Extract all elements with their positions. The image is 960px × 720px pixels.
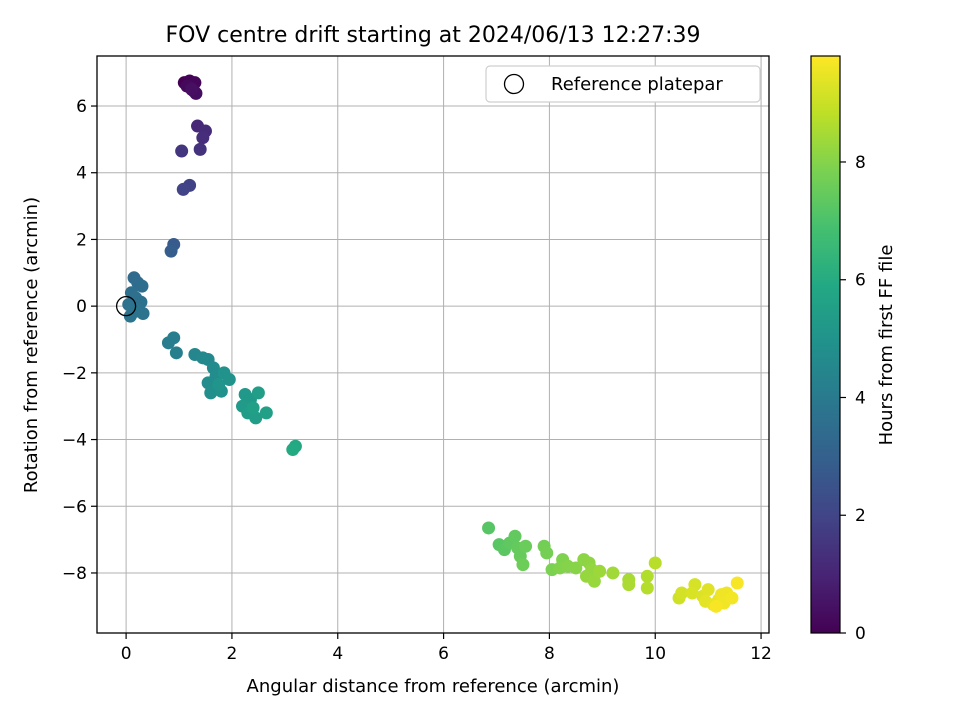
data-point — [519, 539, 533, 553]
y-tick-label: −6 — [62, 497, 87, 517]
y-tick-label: 0 — [76, 297, 87, 317]
reference-marker — [115, 295, 137, 317]
data-point — [286, 443, 300, 457]
y-tick-label: −4 — [62, 431, 87, 451]
colorbar-tick-label: 4 — [855, 388, 866, 408]
x-tick-label: 2 — [227, 644, 238, 664]
data-point — [685, 586, 699, 600]
legend-marker-circle-icon — [503, 73, 525, 95]
y-tick-label: 2 — [76, 230, 87, 250]
data-point — [593, 564, 607, 578]
y-tick-label: −8 — [62, 564, 87, 584]
data-point — [648, 556, 662, 570]
colorbar: 0 2 4 6 8 Hours from first FF file — [810, 55, 897, 644]
data-points — [122, 74, 744, 613]
data-point — [212, 378, 226, 392]
colorbar-gradient — [810, 55, 841, 634]
data-point — [709, 599, 723, 613]
data-point — [246, 401, 260, 415]
colorbar-tick-label: 8 — [855, 153, 866, 173]
x-tick-label: 0 — [121, 644, 132, 664]
x-tick-label: 6 — [438, 644, 449, 664]
legend: Reference platepar — [485, 65, 761, 103]
data-point — [587, 574, 601, 588]
data-point — [185, 82, 199, 96]
data-point — [640, 581, 654, 595]
data-point — [508, 529, 522, 543]
colorbar-tick-label: 2 — [855, 506, 866, 526]
data-point — [516, 558, 530, 572]
y-axis-label: Rotation from reference (arcmin) — [21, 197, 42, 493]
data-point — [251, 386, 265, 400]
x-tick-label: 4 — [332, 644, 343, 664]
data-point — [730, 576, 744, 590]
data-point — [196, 131, 210, 145]
data-point — [161, 336, 175, 350]
data-point — [622, 578, 636, 592]
data-point — [176, 182, 190, 196]
data-point — [725, 591, 739, 605]
y-tick-label: −2 — [62, 364, 87, 384]
y-tick-label: 4 — [76, 164, 87, 184]
data-point — [135, 279, 149, 293]
data-point — [130, 304, 144, 318]
legend-box — [485, 65, 761, 103]
x-tick-label: 8 — [544, 644, 555, 664]
colorbar-tick-label: 6 — [855, 271, 866, 291]
data-point — [169, 346, 183, 360]
data-point — [222, 373, 236, 387]
data-point — [249, 411, 263, 425]
chart-title: FOV centre drift starting at 2024/06/13 … — [166, 23, 701, 48]
colorbar-tick-label: 0 — [855, 624, 866, 644]
legend-entry-label: Reference platepar — [551, 74, 723, 95]
data-point — [675, 586, 689, 600]
data-point — [640, 569, 654, 583]
data-point — [204, 386, 218, 400]
data-point — [259, 406, 273, 420]
y-axis-ticks: −8 −6 −4 −2 0 2 4 6 — [62, 97, 97, 584]
data-point — [606, 566, 620, 580]
y-tick-label: 6 — [76, 97, 87, 117]
data-point — [175, 144, 189, 158]
x-tick-label: 12 — [750, 644, 772, 664]
x-tick-label: 10 — [644, 644, 666, 664]
data-point — [569, 561, 583, 575]
x-axis-label: Angular distance from reference (arcmin) — [247, 676, 620, 697]
colorbar-label: Hours from first FF file — [876, 245, 897, 446]
data-point — [540, 546, 554, 560]
colorbar-ticks: 0 2 4 6 8 — [840, 153, 866, 644]
data-point — [164, 244, 178, 258]
grid — [97, 56, 769, 633]
plot-frame — [96, 55, 770, 634]
data-point — [193, 142, 207, 156]
x-axis-ticks: 0 2 4 6 8 10 12 — [121, 633, 772, 664]
plot-area — [96, 55, 770, 634]
reference-point-circle-icon — [115, 295, 137, 317]
data-point — [482, 521, 496, 535]
data-point — [701, 583, 715, 597]
